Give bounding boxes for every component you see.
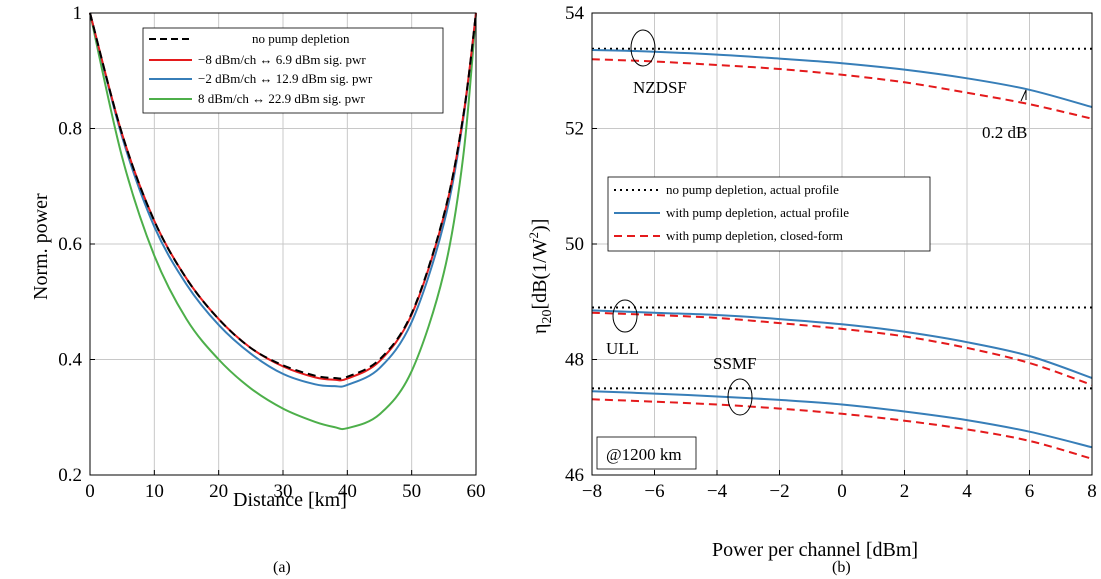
chart-a-ytick-label: 0.8 [58, 119, 82, 140]
caption-a: (a) [273, 559, 291, 576]
chart-a-series-line [89, 12, 477, 388]
chart-a: 0 10 20 30 40 50 60 0.2 0.4 0.6 0.8 1 Distance [km]… [30, 3, 486, 576]
chart-b-xtick-label: 0 [837, 481, 847, 502]
chart-b-xtick-label: 2 [900, 481, 910, 502]
chart-a-xtick-label: 60 [467, 481, 486, 502]
chart-b-actual-line [591, 49, 1093, 109]
chart-b-ytick-label: 52 [565, 119, 584, 140]
chart-b-ylabel: η20[dB(1/W2)] [526, 219, 555, 334]
chart-b-xtick-label: −2 [769, 481, 789, 502]
chart-b-xlabel: Power per channel [dBm] [712, 539, 918, 561]
legend-label-actual: with pump depletion, actual profile [666, 205, 849, 220]
legend-label-m8: −8 dBm/ch ↔ 6.9 dBm sig. pwr [198, 52, 366, 67]
ull-marker-ellipse [612, 299, 638, 333]
distance-box [596, 436, 697, 470]
chart-b-annotations: NZDSF ULL SSMF 0.2 dB @1200 km [596, 29, 1027, 470]
chart-b-xtick-label: −8 [582, 481, 602, 502]
legend-label-no-depletion: no pump depletion, actual profile [666, 182, 839, 197]
chart-a-xlabel: Distance [km] [233, 489, 347, 511]
chart-b-ytick-label: 50 [565, 234, 584, 255]
chart-b-xtick-label: 8 [1087, 481, 1097, 502]
chart-b-xtick-label: 4 [962, 481, 972, 502]
chart-a-xtick-label: 0 [85, 481, 95, 502]
chart-a-ytick-label: 0.4 [58, 350, 82, 371]
legend-label-p8: 8 dBm/ch ↔ 22.9 dBm sig. pwr [198, 91, 366, 106]
chart-b-actual-line [591, 309, 1093, 379]
legend-label-m2: −2 dBm/ch ↔ 12.9 dBm sig. pwr [198, 71, 373, 86]
chart-b-closed-form-line [591, 311, 1093, 386]
chart-b-ytick-label: 48 [565, 350, 584, 371]
chart-a-xtick-label: 40 [338, 481, 357, 502]
ssmf-marker-ellipse [727, 378, 753, 416]
chart-a-series-line [89, 12, 477, 431]
distance-label: @1200 km [606, 445, 682, 464]
chart-b-legend: no pump depletion, actual profile with p… [607, 176, 931, 252]
ull-label: ULL [606, 339, 639, 358]
nzdsf-label: NZDSF [633, 78, 687, 97]
chart-b-ytick-label: 54 [565, 3, 585, 24]
chart-a-ytick-label: 0.6 [58, 234, 82, 255]
legend-label-closed-form: with pump depletion, closed-form [666, 228, 843, 243]
chart-b-xtick-label: −6 [644, 481, 664, 502]
diff-pointer [1020, 89, 1027, 102]
nzdsf-marker-ellipse [630, 29, 656, 67]
chart-a-legend-box [142, 27, 444, 114]
chart-b-legend-box [607, 176, 931, 252]
chart-b-xtick-label: 6 [1025, 481, 1035, 502]
chart-b-actual-line [591, 390, 1093, 449]
ssmf-label: SSMF [713, 354, 756, 373]
diff-label: 0.2 dB [982, 123, 1027, 142]
chart-a-ytick-label: 0.2 [58, 465, 82, 486]
chart-b-ytick-label: 46 [565, 465, 584, 486]
chart-b-closed-form-line [591, 398, 1093, 460]
chart-a-legend: no pump depletion −8 dBm/ch ↔ 6.9 dBm si… [142, 27, 444, 114]
legend-label-no-pump: no pump depletion [252, 31, 350, 46]
chart-a-xtick-label: 50 [402, 481, 421, 502]
caption-b: (b) [832, 559, 851, 576]
chart-a-ytick-label: 1 [73, 3, 83, 24]
chart-a-xtick-label: 10 [145, 481, 164, 502]
chart-b-closed-form-line [591, 58, 1093, 120]
chart-b-xtick-label: −4 [707, 481, 728, 502]
chart-a-ylabel: Norm. power [30, 193, 52, 300]
chart-a-series-line [89, 12, 477, 380]
chart-a-xtick-label: 20 [209, 481, 228, 502]
chart-a-xtick-label: 30 [274, 481, 293, 502]
